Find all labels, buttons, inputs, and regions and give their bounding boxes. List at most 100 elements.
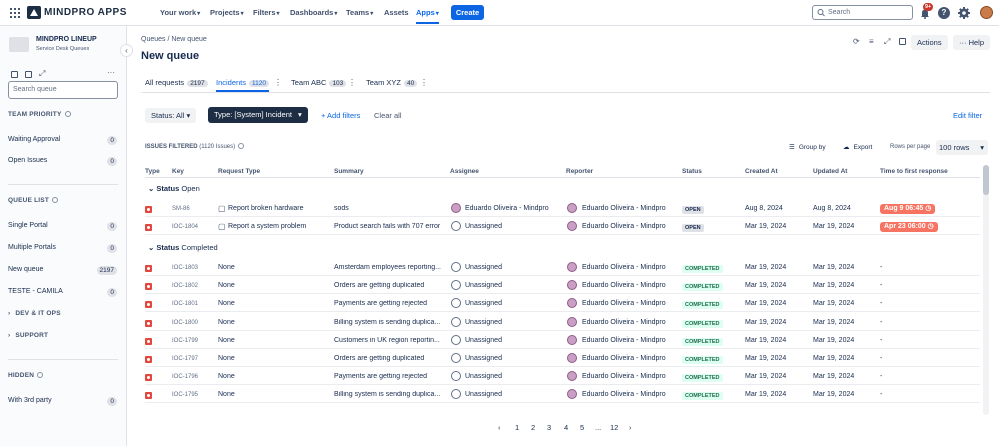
issue-key[interactable]: IOC-1795 xyxy=(172,392,199,399)
issue-key[interactable]: IOC-1803 xyxy=(172,265,199,271)
sidebar-item-single-portal[interactable]: Single Portal xyxy=(8,222,48,229)
assignee-name[interactable]: Eduardo Oliveira - Mindpro xyxy=(465,205,549,212)
issue-key[interactable]: IOC-1804 xyxy=(172,224,199,230)
settings-gear-icon[interactable] xyxy=(958,7,970,19)
group-by-button[interactable]: ☰ Group by xyxy=(789,144,826,151)
app-switcher-icon[interactable] xyxy=(10,8,20,18)
page-2[interactable]: 2 xyxy=(531,423,536,432)
issue-summary-link[interactable]: Payments are getting rejected xyxy=(334,300,427,308)
copy-icon[interactable] xyxy=(11,71,18,78)
reporter-name[interactable]: Eduardo Oliveira - Mindpro xyxy=(582,300,666,308)
info-icon[interactable] xyxy=(238,143,245,149)
sla-badge[interactable]: Apr 23 06:00 ◷ xyxy=(880,222,938,232)
page-12[interactable]: 12 xyxy=(610,423,619,432)
column-header-updated[interactable]: Updated At xyxy=(813,168,848,175)
issue-key[interactable]: IOC-1802 xyxy=(172,283,199,290)
global-search-input[interactable]: Search xyxy=(812,5,913,20)
expand-icon[interactable]: ⤢ xyxy=(884,37,891,46)
external-link-icon[interactable] xyxy=(899,38,906,45)
reporter-name[interactable]: Eduardo Oliveira - Mindpro xyxy=(582,223,666,230)
issue-summary-link[interactable]: Orders are getting duplicated xyxy=(334,355,425,362)
column-header-assignee[interactable]: Assignee xyxy=(450,168,479,175)
column-header-request-type[interactable]: Request Type xyxy=(218,168,261,175)
tab-menu-icon[interactable]: ⋮ xyxy=(274,78,282,87)
issue-key[interactable]: IOC-1796 xyxy=(172,374,199,381)
tab-all-requests[interactable]: All requests 2197 xyxy=(145,78,208,87)
assignee-name[interactable]: Unassigned xyxy=(465,373,502,381)
reporter-name[interactable]: Eduardo Oliveira - Mindpro xyxy=(582,336,666,344)
add-filters-link[interactable]: + Add filters xyxy=(321,111,361,120)
logo-icon[interactable] xyxy=(27,6,41,19)
create-button[interactable]: Create xyxy=(451,5,484,20)
sidebar-group-dev-it-ops[interactable]: › DEV & IT OPS xyxy=(8,310,61,317)
status-badge[interactable]: COMPLETED xyxy=(682,356,723,364)
table-scrollbar[interactable] xyxy=(983,165,989,415)
refresh-icon[interactable]: ⟳ xyxy=(853,37,860,46)
help-button[interactable]: ··· Help xyxy=(953,35,991,50)
assignee-name[interactable]: Unassigned xyxy=(465,282,502,290)
nav-teams[interactable]: Teams▾ xyxy=(346,8,374,17)
open-new-icon[interactable] xyxy=(25,71,32,78)
group-header-open[interactable]: ⌄ Status Open xyxy=(148,184,200,193)
nav-assets[interactable]: Assets xyxy=(384,8,409,17)
assignee-name[interactable]: Unassigned xyxy=(465,318,502,326)
issue-summary-link[interactable]: sods xyxy=(334,205,349,212)
column-header-reporter[interactable]: Reporter xyxy=(566,168,594,175)
issue-summary-link[interactable]: Product search fails with 707 error xyxy=(334,223,441,230)
nav-apps[interactable]: Apps▾ xyxy=(416,8,439,24)
prev-page-icon[interactable]: ‹ xyxy=(498,423,501,432)
help-icon[interactable]: ? xyxy=(938,7,950,19)
group-header-completed[interactable]: ⌄ Status Completed xyxy=(148,243,218,252)
type-filter-button[interactable]: Type: [System] Incident ▾ xyxy=(208,107,308,123)
issue-key[interactable]: IOC-1797 xyxy=(172,356,199,362)
page-3[interactable]: 3 xyxy=(547,423,552,432)
issue-key[interactable]: IOC-1799 xyxy=(172,337,199,344)
status-badge[interactable]: COMPLETED xyxy=(682,392,723,401)
assignee-name[interactable]: Unassigned xyxy=(465,355,502,362)
queue-search-input[interactable]: Search queue xyxy=(8,81,118,99)
column-header-created[interactable]: Created At xyxy=(745,168,778,175)
reporter-name[interactable]: Eduardo Oliveira - Mindpro xyxy=(582,264,666,271)
status-badge[interactable]: COMPLETED xyxy=(682,319,723,328)
status-badge[interactable]: OPEN xyxy=(682,224,704,232)
issue-summary-link[interactable]: Payments are getting rejected xyxy=(334,373,427,381)
reporter-name[interactable]: Eduardo Oliveira - Mindpro xyxy=(582,355,666,362)
assignee-name[interactable]: Unassigned xyxy=(465,391,502,399)
user-avatar[interactable] xyxy=(980,6,993,19)
breadcrumb[interactable]: Queues / New queue xyxy=(141,36,207,43)
issue-summary-link[interactable]: Orders are getting duplicated xyxy=(334,282,425,290)
status-filter-button[interactable]: Status: All ▾ xyxy=(145,108,197,123)
project-name[interactable]: MINDPRO LINEUP xyxy=(36,36,97,43)
expand-icon[interactable]: ⤢ xyxy=(39,69,46,78)
sort-icon[interactable]: ≡ xyxy=(869,37,874,46)
actions-button[interactable]: Actions xyxy=(911,35,948,50)
clear-all-link[interactable]: Clear all xyxy=(374,111,402,120)
reporter-name[interactable]: Eduardo Oliveira - Mindpro xyxy=(582,282,666,290)
table-scrollbar-thumb[interactable] xyxy=(983,165,989,195)
tab-incidents[interactable]: Incidents 1120 xyxy=(216,78,270,87)
page-1[interactable]: 1 xyxy=(515,423,520,432)
column-header-time-to-first-response[interactable]: Time to first response xyxy=(880,168,948,175)
sidebar-group-support[interactable]: › SUPPORT xyxy=(8,332,49,339)
sidebar-item-with-3rd-party[interactable]: With 3rd party xyxy=(8,397,52,404)
reporter-name[interactable]: Eduardo Oliveira - Mindpro xyxy=(582,318,666,326)
column-header-summary[interactable]: Summary xyxy=(334,168,364,175)
status-badge[interactable]: COMPLETED xyxy=(682,265,723,273)
reporter-name[interactable]: Eduardo Oliveira - Mindpro xyxy=(582,205,666,212)
issue-summary-link[interactable]: Billing system is sending duplica... xyxy=(334,318,441,326)
sidebar-item-new-queue[interactable]: New queue xyxy=(8,266,44,273)
sidebar-item-multiple-portals[interactable]: Multiple Portals xyxy=(8,244,56,251)
rows-per-page-select[interactable]: 100 rows ▾ xyxy=(936,140,988,155)
issue-summary-link[interactable]: Billing system is sending duplica... xyxy=(334,391,441,399)
assignee-name[interactable]: Unassigned xyxy=(465,264,502,271)
nav-your-work[interactable]: Your work▾ xyxy=(160,8,201,17)
page-4[interactable]: 4 xyxy=(564,423,569,432)
info-icon[interactable] xyxy=(37,372,44,378)
issue-summary-link[interactable]: Amsterdam employees reporting... xyxy=(334,264,441,271)
issue-summary-link[interactable]: Customers in UK region reportin... xyxy=(334,336,440,344)
notifications-icon[interactable] xyxy=(920,8,930,19)
tab-team-abc[interactable]: Team ABC 103 xyxy=(291,78,347,87)
nav-projects[interactable]: Projects▾ xyxy=(210,8,244,17)
tab-menu-icon[interactable]: ⋮ xyxy=(420,78,428,87)
issue-key[interactable]: IOC-1801 xyxy=(172,301,199,308)
